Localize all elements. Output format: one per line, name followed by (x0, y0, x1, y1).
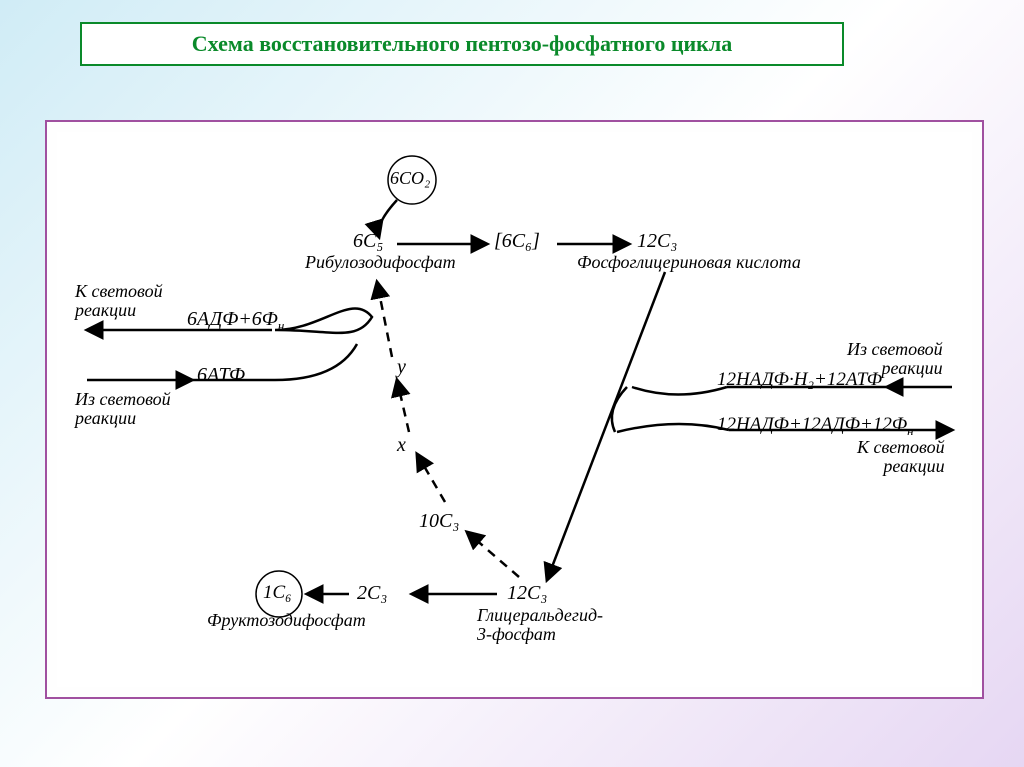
coupling-right-top (632, 387, 727, 395)
coupling-left-curve (275, 308, 372, 332)
label-x: x (397, 434, 406, 457)
arrow-dashed-4 (377, 282, 392, 357)
diagram-frame: 6CO₂ 6C₅ Рибулозодифосфат [6C₆] 12C₃ Фос… (45, 120, 984, 699)
slide: Схема восстановительного пентозо-фосфатн… (0, 0, 1024, 767)
coupling-right-bot (617, 424, 729, 432)
label-6c6: [6C₆] (494, 230, 540, 253)
label-to-light-right: К световойреакции (857, 438, 945, 476)
diagram-canvas: 6CO₂ 6C₅ Рибулозодифосфат [6C₆] 12C₃ Фос… (57, 132, 972, 687)
label-nadp12: 12НАДФ+12АДФ+12Фн (717, 414, 914, 439)
label-nadph12: 12НАДФ·H₂+12АТФ (717, 369, 882, 391)
label-12c3-bot: 12C₃ (507, 582, 547, 605)
label-y: y (397, 356, 406, 379)
coupling-left-join (275, 344, 357, 380)
label-co2: 6CO₂ (390, 168, 430, 189)
arrow-dashed-3 (397, 380, 409, 432)
label-pga: Фосфоглицериновая кислота (577, 252, 801, 273)
arrow-dashed-1 (467, 532, 519, 577)
label-to-light-left: К световойреакции (75, 282, 163, 320)
label-1c6: 1C₆ (263, 582, 292, 604)
title-text: Схема восстановительного пентозо-фосфатн… (192, 31, 732, 57)
title-box: Схема восстановительного пентозо-фосфатн… (80, 22, 844, 66)
label-6adp: 6АДФ+6Фн (187, 308, 284, 334)
label-from-light-left: Из световойреакции (75, 390, 171, 428)
label-2c3: 2C₃ (357, 582, 387, 605)
label-6atp: 6АТФ (197, 364, 245, 387)
label-6c5: 6C₅ (353, 230, 383, 253)
label-fructose: Фруктозодифосфат (207, 610, 366, 631)
label-10c3: 10C₃ (419, 510, 459, 533)
label-12c3-top: 12C₃ (637, 230, 677, 253)
label-gap: Глицеральдегид-3-фосфат (477, 606, 603, 644)
label-ribulose: Рибулозодифосфат (305, 252, 456, 273)
arrow-dashed-2 (417, 454, 445, 502)
